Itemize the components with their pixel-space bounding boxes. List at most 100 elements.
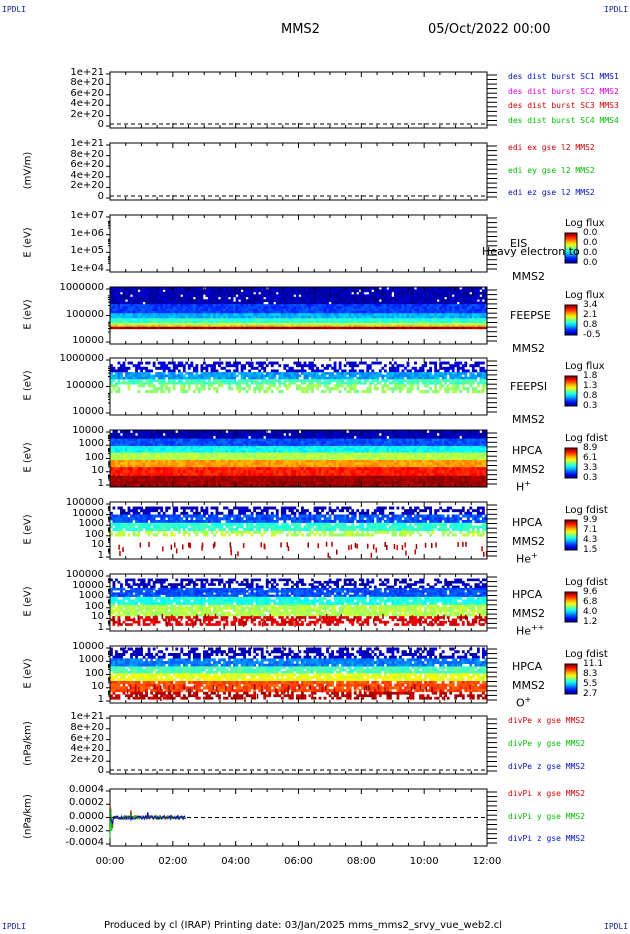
heatmap-cell	[356, 325, 360, 328]
heatmap-cell	[285, 322, 289, 326]
heatmap-cell	[474, 291, 478, 295]
heatmap-cell	[321, 306, 324, 309]
heatmap-cell	[421, 366, 425, 370]
heatmap-cell	[258, 318, 262, 321]
heatmap-cell	[301, 369, 304, 373]
heatmap-cell	[406, 361, 410, 365]
heatmap-cell	[263, 294, 267, 298]
heatmap-cell	[471, 438, 475, 442]
heatmap-cell	[258, 432, 262, 437]
heatmap-cell	[308, 299, 312, 303]
heatmap-cell	[175, 376, 179, 380]
heatmap-cell	[273, 315, 277, 319]
heatmap-cell	[167, 306, 171, 309]
heatmap-cell	[278, 287, 282, 290]
heatmap-cell	[484, 441, 488, 444]
heatmap-cell	[358, 318, 362, 321]
heatmap-cell	[434, 361, 438, 365]
heatmap-cell	[386, 430, 390, 434]
heatmap-cell	[268, 372, 272, 375]
heatmap-cell	[120, 313, 123, 317]
heatmap-cell	[298, 326, 302, 330]
heatmap-cell	[132, 318, 136, 321]
heatmap-cell	[245, 304, 249, 307]
heatmap-cell	[155, 306, 159, 309]
heatmap-cell	[471, 320, 475, 324]
heatmap-cell	[316, 308, 319, 312]
heatmap-cell	[210, 299, 214, 303]
heatmap-cell	[446, 379, 450, 383]
heatmap-cell	[416, 287, 420, 290]
heatmap-cell	[250, 291, 254, 295]
heatmap-cell	[378, 289, 382, 293]
heatmap-cell	[155, 325, 159, 328]
heatmap-cell	[459, 374, 463, 378]
heatmap-cell	[165, 313, 169, 317]
heatmap-cell	[132, 304, 136, 307]
heatmap-cell	[160, 435, 164, 439]
heatmap-cell	[260, 315, 264, 319]
heatmap-cell	[456, 364, 460, 368]
heatmap-cell	[446, 322, 450, 326]
heatmap-cell	[233, 435, 236, 439]
heatmap-cell	[150, 376, 154, 380]
heatmap-cell	[268, 381, 272, 385]
heatmap-cell	[481, 432, 485, 437]
heatmap-cell	[409, 301, 412, 305]
heatmap-cell	[406, 381, 410, 385]
heatmap-cell	[190, 310, 194, 314]
heatmap-cell	[290, 308, 294, 312]
heatmap-cell	[459, 304, 463, 307]
heatmap-cell	[248, 310, 252, 314]
heatmap-cell	[343, 435, 347, 439]
heatmap-cell	[424, 313, 427, 317]
heatmap-cell	[353, 389, 357, 394]
heatmap-cell	[195, 379, 199, 383]
heatmap-cell	[303, 364, 307, 368]
heatmap-cell	[155, 366, 159, 370]
heatmap-cell	[243, 315, 247, 319]
heatmap-cell	[110, 364, 113, 368]
heatmap-cell	[150, 315, 154, 319]
corner-label-bottom-left: IPDLI	[2, 922, 27, 931]
heatmap-cell	[394, 318, 397, 321]
heatmap-cell	[295, 376, 299, 380]
heatmap-cell	[150, 435, 154, 439]
heatmap-cell	[132, 374, 136, 378]
heatmap-cell	[429, 374, 432, 378]
heatmap-cell	[414, 310, 417, 314]
heatmap-cell	[318, 308, 322, 312]
heatmap-cell	[177, 313, 181, 317]
heatmap-cell	[333, 430, 337, 434]
heatmap-cell	[316, 372, 319, 375]
heatmap-cell	[243, 374, 247, 378]
heatmap-cell	[225, 291, 229, 295]
heatmap-cell	[424, 381, 427, 385]
heatmap-cell	[190, 326, 194, 330]
heatmap-cell	[137, 379, 141, 383]
heatmap-cell	[208, 289, 211, 293]
heatmap-cell	[481, 326, 485, 330]
heatmap-cell	[436, 374, 440, 378]
heatmap-cell	[130, 318, 133, 321]
heatmap-cell	[278, 315, 282, 319]
heatmap-cell	[306, 372, 309, 375]
heatmap-cell	[394, 287, 397, 290]
heatmap-cell	[404, 322, 407, 326]
heatmap-cell	[268, 441, 272, 444]
heatmap-cell	[243, 432, 247, 437]
heatmap-cell	[205, 325, 209, 328]
heatmap-cell	[127, 372, 131, 375]
heatmap-cell	[127, 304, 131, 307]
heatmap-cell	[240, 364, 244, 368]
heatmap-cell	[363, 430, 367, 434]
heatmap-cell	[225, 318, 229, 321]
heatmap-cell	[142, 308, 146, 312]
heatmap-cell	[361, 438, 365, 442]
heatmap-cell	[245, 291, 249, 295]
heatmap-cell	[358, 438, 362, 442]
heatmap-cell	[210, 318, 214, 321]
heatmap-cell	[444, 299, 448, 303]
heatmap-cell	[185, 315, 189, 319]
heatmap-cell	[152, 289, 156, 293]
